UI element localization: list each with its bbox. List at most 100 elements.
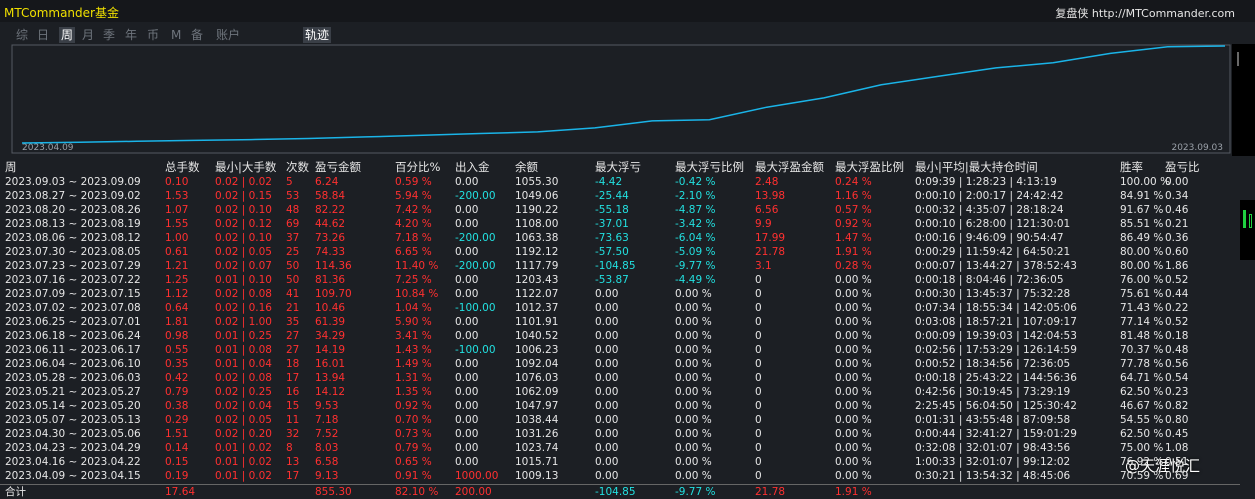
week-cell: 2023.07.02 ~ 2023.07.08: [5, 302, 141, 314]
table-cell: 0.98: [165, 330, 189, 342]
table-cell: 1.07: [165, 204, 189, 216]
table-cell: 13: [286, 456, 300, 468]
table-cell: 0.14: [165, 442, 189, 454]
table-cell: 9.9: [755, 218, 772, 230]
table-cell: -73.63: [595, 232, 629, 244]
table-cell: 0.00 %: [675, 400, 712, 412]
table-cell: -4.49 %: [675, 274, 716, 286]
tab[interactable]: 周: [59, 27, 76, 43]
tab[interactable]: 季: [103, 28, 116, 42]
table-cell: 1190.22: [515, 204, 559, 216]
table-cell: 1108.00: [515, 218, 559, 230]
table-cell: 0.00 %: [675, 288, 712, 300]
week-cell: 2023.07.16 ~ 2023.07.22: [5, 274, 141, 286]
table-cell: 50: [286, 274, 300, 286]
week-cell: 2023.06.11 ~ 2023.06.17: [5, 344, 141, 356]
tab[interactable]: 备: [191, 28, 204, 42]
table-cell: 0.28 %: [835, 260, 872, 272]
table-cell: 0.65 %: [395, 456, 432, 468]
table-cell: 0.64: [165, 302, 189, 314]
tab[interactable]: M: [171, 28, 182, 42]
tab[interactable]: 币: [147, 28, 160, 42]
table-cell: 0.02 | 0.07: [215, 260, 272, 272]
table-cell: 0.00 %: [835, 372, 872, 384]
table-cell: 1063.38: [515, 232, 559, 244]
table-cell: 76.00 %: [1120, 274, 1164, 286]
table-cell: 0.00: [455, 288, 479, 300]
tab[interactable]: 综: [16, 28, 29, 42]
tab[interactable]: 月: [82, 28, 95, 42]
table-cell: 0:01:31 | 43:55:48 | 87:09:58: [915, 414, 1071, 426]
table-cell: 0: [755, 316, 762, 328]
table-cell: 0.45: [1165, 428, 1189, 440]
table-cell: 0.02 | 0.05: [215, 246, 272, 258]
table-cell: 0.42: [165, 372, 189, 384]
table-cell: 7.25 %: [395, 274, 432, 286]
table-cell: 0.00 %: [675, 344, 712, 356]
table-cell: 0.00 %: [835, 428, 872, 440]
table-cell: 82.22: [315, 204, 346, 216]
table-cell: 0.01 | 0.02: [215, 442, 272, 454]
site-link[interactable]: 复盘侠 http://MTCommander.com: [1055, 7, 1235, 20]
side-candles: [1240, 200, 1255, 260]
column-header: 盈亏比: [1165, 160, 1200, 174]
table-cell: 3.1: [755, 260, 772, 272]
table-cell: 0.54: [1165, 372, 1189, 384]
table-cell: 0.00: [455, 428, 479, 440]
table-cell: 6.24: [315, 176, 339, 188]
table-cell: 100.00 %: [1120, 176, 1171, 188]
table-cell: 0.02 | 0.05: [215, 414, 272, 426]
table-cell: 0.73 %: [395, 428, 432, 440]
table-cell: 0:00:32 | 4:35:07 | 28:18:24: [915, 204, 1064, 216]
chart-end-label: 2023.09.03: [1171, 143, 1223, 153]
table-cell: 1031.26: [515, 428, 559, 440]
table-cell: -4.42: [595, 176, 623, 188]
equity-line: [21, 45, 1226, 144]
table-cell: 0:42:56 | 30:19:45 | 73:29:19: [915, 386, 1071, 398]
table-cell: 35: [286, 316, 300, 328]
table-cell: 0:30:21 | 13:54:32 | 48:45:06: [915, 470, 1071, 482]
table-cell: 0:00:30 | 13:45:37 | 75:32:28: [915, 288, 1071, 300]
table-cell: 0.02 | 0.04: [215, 400, 272, 412]
table-cell: -25.44: [595, 190, 629, 202]
table-cell: 17: [286, 470, 300, 482]
table-cell: 0.00 %: [675, 372, 712, 384]
column-header: 胜率: [1120, 160, 1143, 174]
view-tab[interactable]: 轨迹: [303, 27, 332, 43]
table-cell: 1012.37: [515, 302, 559, 314]
table-cell: 0:00:44 | 32:41:27 | 159:01:29: [915, 428, 1077, 440]
table-cell: 0.00 %: [675, 330, 712, 342]
table-cell: 1006.23: [515, 344, 559, 356]
week-cell: 2023.04.09 ~ 2023.04.15: [5, 470, 141, 482]
total-cell: 21.78: [755, 486, 786, 498]
table-cell: 77.78 %: [1120, 358, 1164, 370]
table-cell: 0.00: [595, 428, 619, 440]
table-cell: 0: [755, 344, 762, 356]
chart-frame: [11, 44, 1231, 154]
table-cell: 0.29: [165, 414, 189, 426]
table-cell: 0.02 | 0.15: [215, 190, 272, 202]
table-cell: 1203.43: [515, 274, 559, 286]
tab[interactable]: 年: [125, 28, 138, 42]
table-cell: 0.00: [595, 386, 619, 398]
table-cell: 1.55: [165, 218, 189, 230]
table-cell: 0.91 %: [395, 470, 432, 482]
table-cell: 0.00 %: [835, 330, 872, 342]
table-cell: 1038.44: [515, 414, 559, 426]
table-cell: 1.08: [1165, 442, 1189, 454]
table-cell: 2:25:45 | 56:04:50 | 125:30:42: [915, 400, 1077, 412]
table-cell: -57.50: [595, 246, 629, 258]
table-cell: 69: [286, 218, 300, 230]
table-cell: 91.67 %: [1120, 204, 1164, 216]
tab[interactable]: 日: [37, 28, 50, 42]
table-cell: 0.00 %: [835, 386, 872, 398]
table-cell: 0.01 | 0.10: [215, 274, 272, 286]
table-cell: 37: [286, 232, 300, 244]
table-cell: 1.49 %: [395, 358, 432, 370]
week-cell: 2023.08.27 ~ 2023.09.02: [5, 190, 141, 202]
table-cell: 0.51: [1165, 456, 1189, 468]
tab[interactable]: 账户: [216, 28, 241, 42]
table-cell: 0.00 %: [675, 428, 712, 440]
table-cell: 0: [755, 442, 762, 454]
table-cell: 0.00 %: [835, 470, 872, 482]
